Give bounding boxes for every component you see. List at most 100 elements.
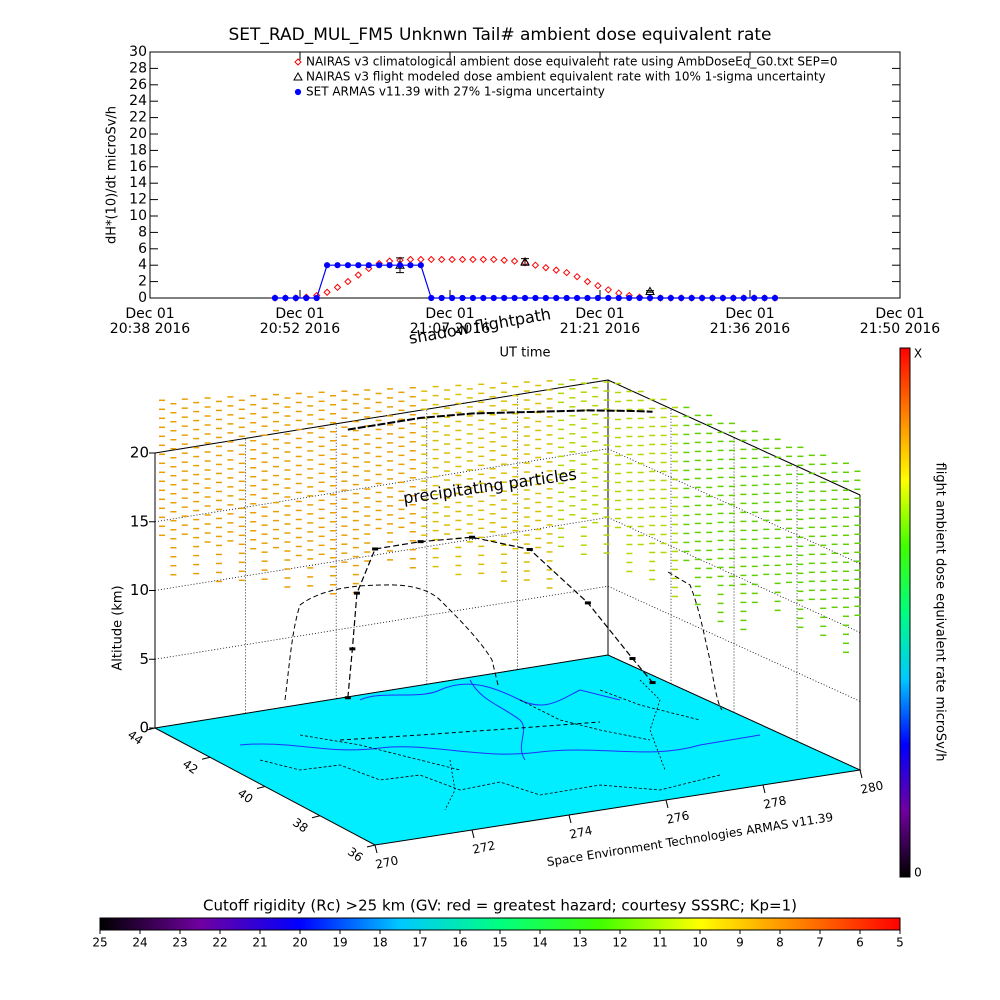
- x-tick-label: Dec 01: [275, 306, 324, 322]
- x-tick-label: Dec 01: [425, 306, 474, 322]
- data-point: [271, 294, 279, 302]
- data-point: [376, 262, 383, 269]
- y-tick-label: 12: [129, 192, 147, 208]
- z-tick-label: 5: [139, 650, 149, 668]
- data-point: [344, 277, 352, 286]
- data-point: [479, 255, 488, 264]
- x-tick-label: 20:52 2016: [260, 321, 341, 337]
- data-point: [552, 266, 560, 274]
- lon-tick: [471, 829, 475, 839]
- x-tick-label: Dec 01: [875, 306, 924, 322]
- data-point: [333, 283, 342, 292]
- y-tick-label: 6: [138, 241, 147, 257]
- colorbar-tick-label: 22: [212, 936, 227, 950]
- colorbar-tick-label: 13: [572, 936, 587, 950]
- data-point: [396, 262, 404, 269]
- data-point: [719, 294, 727, 302]
- y-tick-label: 10: [129, 208, 147, 224]
- data-point: [292, 294, 299, 302]
- lon-tick-label: 276: [665, 808, 690, 826]
- y-tick-label: 0: [138, 290, 147, 306]
- back-layer: [149, 379, 861, 771]
- wall-profiles: [284, 571, 723, 711]
- colorbar-tick-label: 19: [332, 936, 347, 950]
- data-point: [407, 262, 414, 269]
- data-point: [469, 255, 477, 264]
- y-tick-label: 4: [138, 257, 147, 273]
- data-point: [531, 261, 540, 269]
- flight-point: [584, 601, 591, 605]
- z-tick-label: 15: [130, 512, 149, 530]
- lat-tick: [146, 727, 156, 731]
- colorbar-tick-label: 17: [412, 936, 427, 950]
- lon-tick: [568, 814, 572, 824]
- lon-tick: [762, 784, 766, 794]
- data-point: [520, 256, 530, 266]
- z-tick-label: 0: [139, 719, 149, 737]
- data-point: [313, 294, 320, 302]
- y-axis-label: dH*(10)/dt microSv/h: [105, 106, 120, 244]
- lat-tick: [366, 844, 376, 848]
- data-point: [594, 294, 602, 302]
- data-point: [563, 294, 570, 302]
- colorbar-tick-label: 20: [292, 936, 307, 950]
- data-point: [542, 294, 549, 302]
- colorbar-tick-label: 15: [492, 936, 507, 950]
- flight-point: [469, 535, 476, 539]
- y-tick-label: 26: [129, 77, 147, 93]
- data-point: [365, 262, 372, 269]
- data-point: [730, 294, 737, 302]
- colorbar-tick-label: 10: [692, 936, 707, 950]
- colorbar-label: flight ambient dose equivalent rate micr…: [933, 463, 948, 762]
- y-tick-label: 18: [129, 142, 147, 158]
- grid-line: [607, 517, 861, 633]
- legend-label: NAIRAS v3 climatological ambient dose eq…: [306, 55, 838, 69]
- flight-point: [349, 647, 356, 651]
- data-point: [323, 288, 331, 296]
- lon-tick-label: 274: [568, 823, 593, 841]
- data-point: [751, 294, 758, 302]
- data-point: [323, 262, 331, 269]
- lon-tick: [374, 844, 378, 854]
- y-tick-label: 28: [129, 60, 147, 76]
- colorbar-tick-label: 6: [856, 936, 864, 950]
- data-point: [490, 294, 497, 302]
- y-tick-label: 14: [129, 175, 147, 191]
- data-point: [334, 262, 341, 269]
- y-tick-label: 2: [138, 274, 147, 290]
- data-point: [688, 294, 695, 302]
- lon-tick-label: 272: [471, 838, 496, 856]
- y-tick-label: 24: [129, 93, 147, 109]
- data-point: [698, 294, 706, 302]
- floor-layer: [153, 654, 862, 846]
- y-tick-label: 8: [138, 224, 147, 240]
- data-point: [344, 262, 352, 269]
- grid-line: [154, 585, 609, 660]
- colorbar-tick-label: 25: [92, 936, 107, 950]
- data-point: [709, 294, 716, 302]
- lon-tick-label: 270: [374, 853, 399, 871]
- x-tick-label: Dec 01: [125, 306, 174, 322]
- colorbar-tick-label: 23: [172, 936, 187, 950]
- flight-point: [417, 540, 424, 544]
- y-tick-label: 20: [129, 126, 147, 142]
- flight-point: [526, 547, 533, 551]
- data-point: [469, 294, 477, 302]
- colorbar-tick-label: 8: [776, 936, 784, 950]
- data-point: [511, 294, 518, 302]
- z-tick-label: 10: [130, 581, 149, 599]
- data-point: [417, 262, 424, 269]
- grid-line: [607, 448, 861, 565]
- data-point: [458, 255, 467, 264]
- colorbar-tick-label: 5: [896, 936, 904, 950]
- lon-tick: [859, 769, 863, 779]
- data-point: [615, 294, 622, 302]
- colorbar-tick-label: 11: [652, 936, 667, 950]
- legend-marker: [294, 58, 302, 66]
- data-point: [448, 294, 456, 302]
- dose-profile: [284, 584, 499, 701]
- z-tick-label: 20: [130, 444, 149, 462]
- data-point: [740, 294, 747, 302]
